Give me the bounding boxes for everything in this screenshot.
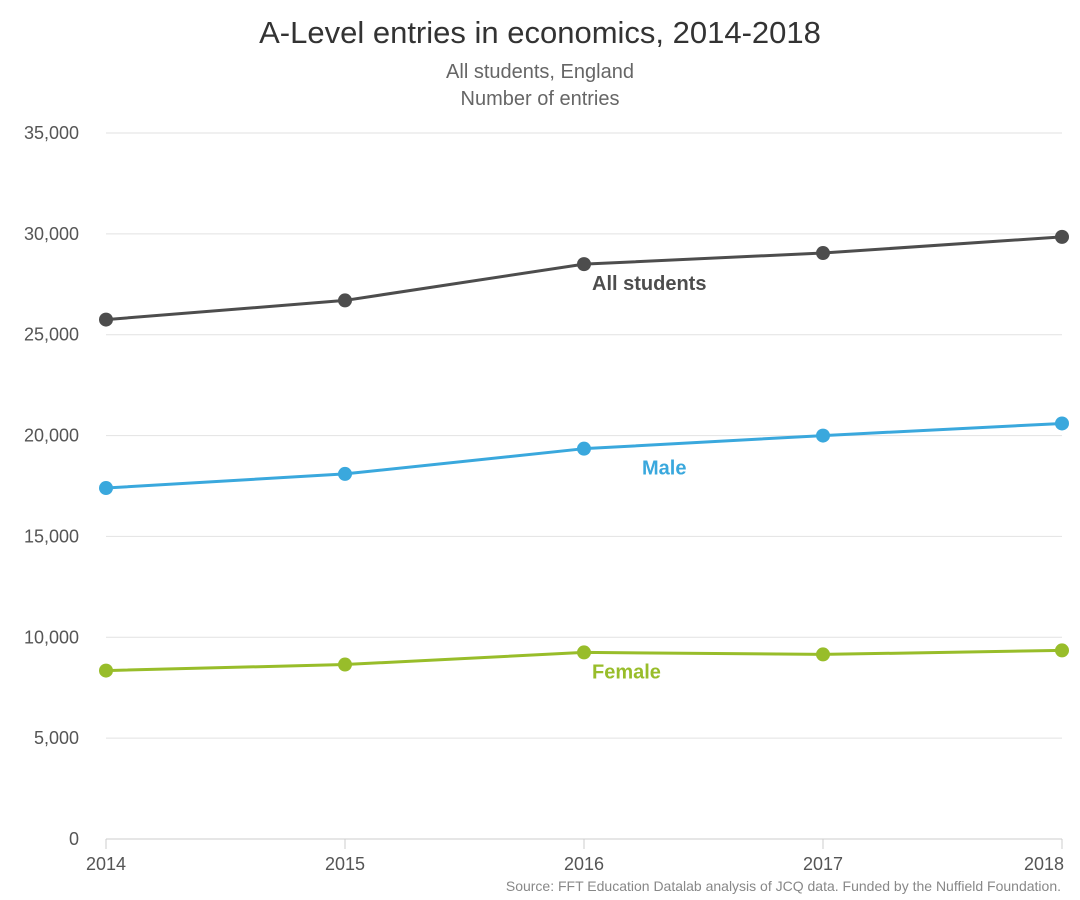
series-line-all-students — [105, 235, 1063, 322]
series-line-male — [105, 421, 1063, 490]
y-axis: 0 5,000 10,000 15,000 20,000 25,000 30,000 35,0… — [24, 123, 79, 849]
series-group: All students Male Female — [99, 229, 1069, 683]
y-tick-label: 35,000 — [24, 123, 79, 143]
chart-subtitle-line-1: All students, England — [446, 61, 634, 83]
data-point-male — [99, 481, 113, 496]
data-point-male — [1055, 416, 1069, 431]
chart-title: A-Level entries in economics, 2014-2018 — [259, 15, 821, 50]
series-all-students: All students — [99, 229, 1069, 327]
data-point-male — [338, 466, 352, 481]
x-tick-label: 2018 — [1024, 854, 1064, 874]
x-tick-label: 2015 — [325, 854, 365, 874]
data-point-all-students — [816, 246, 830, 261]
y-tick-label: 5,000 — [34, 728, 79, 748]
y-tick-label: 0 — [69, 829, 79, 849]
series-label-female: Female — [592, 661, 661, 683]
data-point-male — [577, 441, 591, 456]
y-tick-label: 20,000 — [24, 426, 79, 446]
y-tick-label: 10,000 — [24, 627, 79, 647]
data-point-all-students — [1055, 229, 1069, 244]
data-point-female — [816, 647, 830, 662]
data-point-male — [816, 428, 830, 443]
source-note: Source: FFT Education Datalab analysis o… — [506, 878, 1061, 894]
data-point-all-students — [577, 257, 591, 272]
data-point-all-students — [99, 312, 113, 327]
series-female: Female — [99, 643, 1069, 683]
x-tick-label: 2014 — [86, 854, 126, 874]
gridlines — [106, 132, 1062, 739]
chart-subtitle-line-2: Number of entries — [461, 88, 620, 110]
data-point-female — [338, 657, 352, 672]
x-axis: 2014 2015 2016 2017 2018 — [86, 838, 1064, 874]
y-tick-label: 15,000 — [24, 526, 79, 546]
series-male: Male — [99, 416, 1069, 496]
y-tick-label: 25,000 — [24, 325, 79, 345]
x-tick-label: 2017 — [803, 854, 843, 874]
series-label-all-students: All students — [592, 273, 706, 295]
data-point-female — [1055, 643, 1069, 658]
y-tick-label: 30,000 — [24, 224, 79, 244]
data-point-all-students — [338, 293, 352, 308]
x-tick-label: 2016 — [564, 854, 604, 874]
data-point-female — [577, 645, 591, 660]
series-label-male: Male — [642, 458, 686, 480]
data-point-female — [99, 663, 113, 678]
